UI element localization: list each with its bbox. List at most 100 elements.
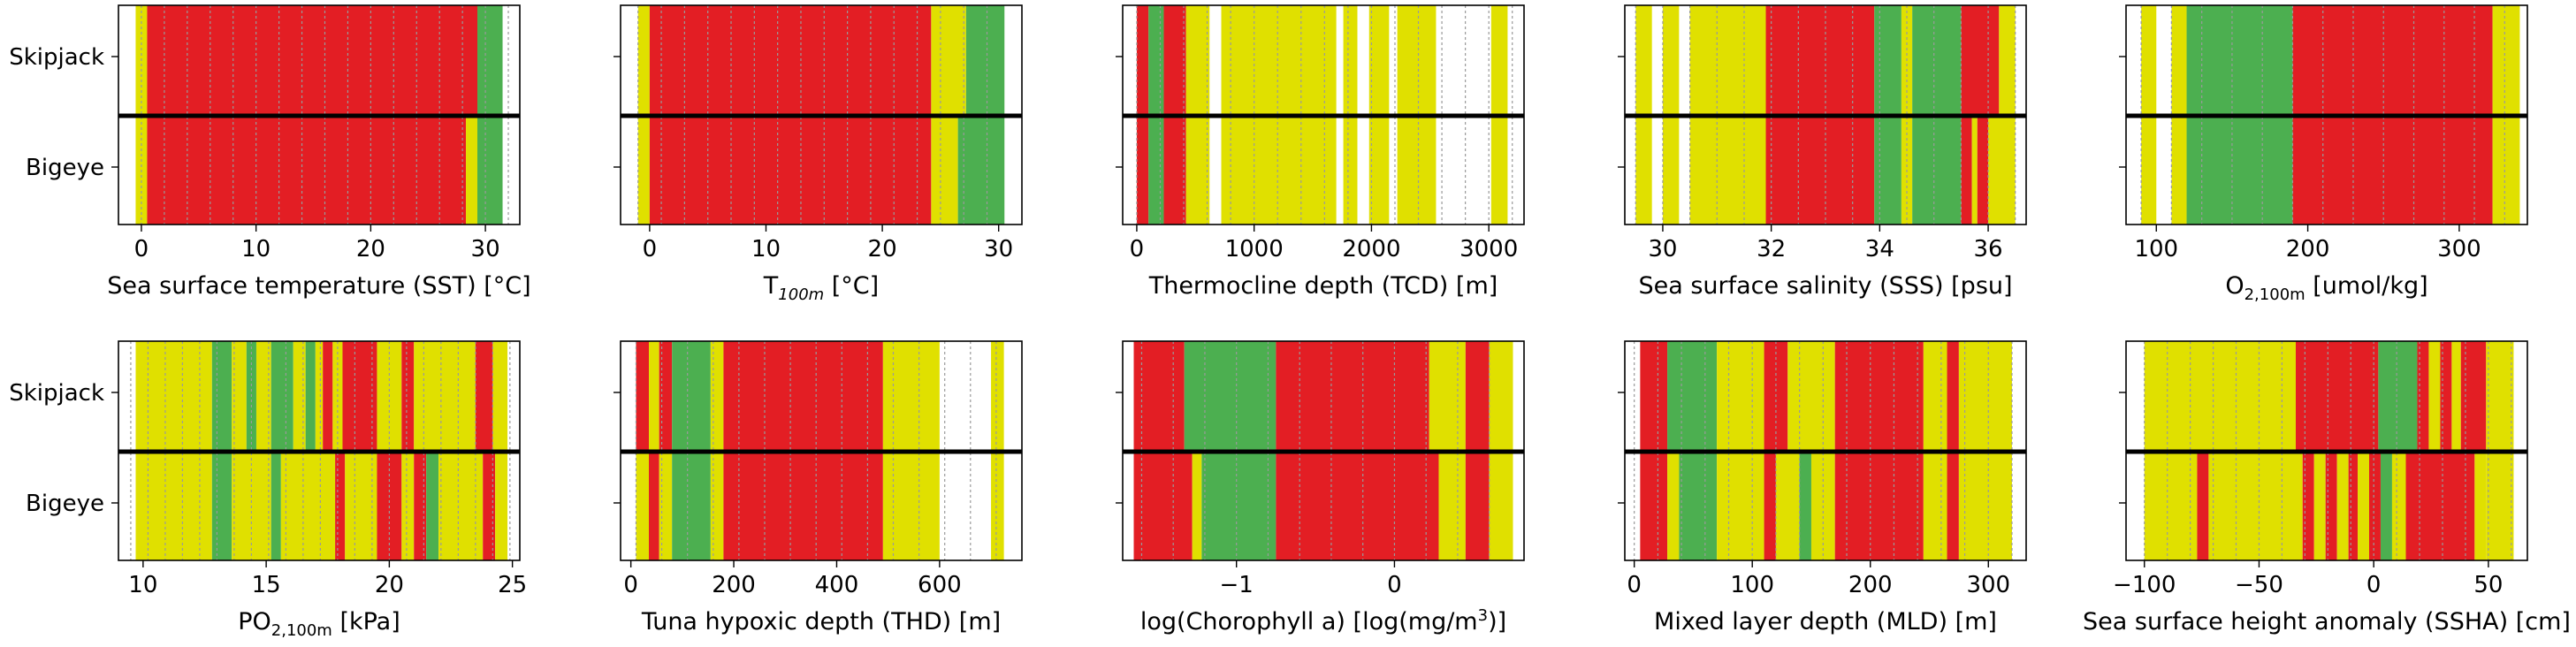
bigeye-strip-5	[335, 452, 346, 560]
skipjack-strip-2	[477, 5, 503, 116]
skipjack-strip-1	[1184, 341, 1277, 452]
skipjack-strip-5	[723, 341, 883, 452]
x-tick-label: 20	[375, 572, 404, 598]
bigeye-strip-0	[2141, 116, 2157, 225]
x-tick-label: 0	[623, 572, 638, 598]
skipjack-strip-3	[1429, 341, 1466, 452]
bigeye-strip-4	[1438, 452, 1466, 560]
bigeye-strip-0	[1133, 452, 1193, 560]
skipjack-strip-16	[492, 341, 508, 452]
skipjack-strip-7	[1961, 5, 2000, 116]
skipjack-strip-1	[1148, 5, 1164, 116]
skipjack-strip-3	[2417, 341, 2429, 452]
bigeye-strip-9	[414, 452, 427, 560]
bigeye-strip-6	[1368, 116, 1390, 225]
bigeye-strip-3	[1717, 452, 1764, 560]
x-axis-label: Sea surface salinity (SSS) [psu]	[1638, 272, 2012, 300]
skipjack-strip-2	[1717, 341, 1764, 452]
bigeye-strip-1	[147, 116, 467, 225]
bigeye-strip-1	[2197, 452, 2209, 560]
skipjack-strip-0	[637, 5, 650, 116]
bigeye-strip-0	[2144, 452, 2198, 560]
x-axis-label: PO2,100m [kPa]	[238, 608, 400, 640]
x-tick-label: 0	[1387, 572, 1402, 598]
bigeye-strip-9	[2368, 452, 2381, 560]
skipjack-strip-1	[2171, 5, 2187, 116]
skipjack-strip-2	[1689, 5, 1766, 116]
x-axis-label: O2,100m [umol/kg]	[2225, 272, 2427, 304]
bigeye-strip-12	[2405, 452, 2475, 560]
bigeye-strip-1	[211, 452, 232, 560]
y-category-label-skipjack: Skipjack	[9, 380, 104, 407]
bigeye-strip-2	[2208, 452, 2303, 560]
bigeye-strip-6	[882, 452, 940, 560]
x-tick-label: −1	[1220, 572, 1254, 598]
bigeye-strip-6	[1799, 452, 1811, 560]
chart-panel-8: −1 0 log(Chorophyll a) [log(mg/m3)]	[1116, 340, 1525, 636]
x-tick-label: 50	[2473, 572, 2503, 598]
x-tick-label: 20	[868, 236, 897, 263]
bigeye-strip-9	[1923, 452, 1947, 560]
x-tick-label: 300	[2437, 236, 2481, 263]
skipjack-strip-3	[1185, 5, 1210, 116]
skipjack-strip-3	[965, 5, 1005, 116]
bigeye-strip-1	[649, 452, 659, 560]
bigeye-strip-0	[1635, 116, 1652, 225]
chart-panel-1: Skipjack Bigeye 0 10 20 30 Sea surface tempera…	[9, 4, 531, 300]
skipjack-strip-5	[1834, 341, 1924, 452]
bigeye-strip-7	[991, 452, 1004, 560]
bigeye-strip-3	[2292, 116, 2493, 225]
bigeye-strip-5	[1775, 452, 1800, 560]
skipjack-strip-0	[1635, 5, 1652, 116]
y-category-label-skipjack: Skipjack	[9, 44, 104, 71]
skipjack-strip-4	[2428, 341, 2441, 452]
bigeye-strip-5	[1465, 452, 1490, 560]
bigeye-strip-0	[636, 452, 650, 560]
bigeye-strip-14	[2486, 452, 2514, 560]
skipjack-strip-2	[1163, 5, 1186, 116]
bigeye-strip-7	[1961, 116, 1972, 225]
skipjack-strip-9	[323, 341, 333, 452]
skipjack-strip-3	[1765, 5, 1875, 116]
skipjack-strip-1	[211, 341, 232, 452]
x-axis-label: Sea surface height anomaly (SSHA) [cm]	[2083, 608, 2571, 636]
bigeye-strip-2	[2186, 116, 2293, 225]
skipjack-strip-7	[1947, 341, 1959, 452]
skipjack-strip-1	[147, 5, 478, 116]
x-tick-label: 20	[356, 236, 385, 263]
bigeye-strip-6	[1489, 452, 1513, 560]
skipjack-strip-14	[414, 341, 476, 452]
plot-frame	[2125, 4, 2528, 225]
skipjack-strip-0	[636, 341, 650, 452]
x-tick-label: 10	[128, 572, 157, 598]
skipjack-strip-8	[1999, 5, 2016, 116]
x-axis-label: Tuna hypoxic depth (THD) [m]	[641, 608, 1001, 636]
chart-panel-7: 0 200 400 600 Tuna hypoxic depth (THD) [m]	[614, 340, 1023, 636]
bigeye-strip-4	[1764, 452, 1776, 560]
x-tick-label: 10	[241, 236, 271, 263]
skipjack-strip-8	[1958, 341, 2012, 452]
x-tick-label: 10	[751, 236, 781, 263]
x-axis-label: T100m [°C]	[763, 272, 879, 304]
bigeye-strip-3	[2302, 452, 2314, 560]
bigeye-strip-10	[426, 452, 439, 560]
plot-frame	[118, 4, 521, 225]
skipjack-strip-1	[649, 5, 932, 116]
bigeye-strip-4	[2313, 452, 2326, 560]
bigeye-strip-8	[1971, 116, 1978, 225]
skipjack-strip-2	[659, 341, 673, 452]
bigeye-strip-4	[2492, 116, 2520, 225]
x-tick-label: 1000	[1225, 236, 1284, 263]
skipjack-strip-0	[135, 341, 212, 452]
skipjack-strip-4	[1787, 341, 1835, 452]
skipjack-strip-6	[882, 341, 940, 452]
bigeye-strip-1	[1148, 116, 1164, 225]
bigeye-strip-8	[401, 452, 415, 560]
plot-frame	[118, 340, 521, 561]
x-tick-label: 15	[252, 572, 281, 598]
y-category-label-bigeye: Bigeye	[26, 155, 104, 181]
skipjack-strip-6	[1912, 5, 1962, 116]
skipjack-strip-0	[1640, 341, 1668, 452]
skipjack-strip-0	[2141, 5, 2157, 116]
